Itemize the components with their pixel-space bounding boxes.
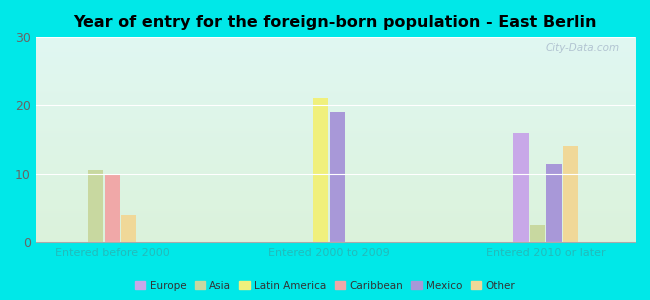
Bar: [121, 215, 136, 242]
Legend: Europe, Asia, Latin America, Caribbean, Mexico, Other: Europe, Asia, Latin America, Caribbean, …: [131, 277, 519, 295]
Bar: [530, 225, 545, 242]
Title: Year of entry for the foreign-born population - East Berlin: Year of entry for the foreign-born popul…: [73, 15, 597, 30]
Bar: [88, 170, 103, 242]
Bar: [105, 174, 120, 242]
Bar: [563, 146, 578, 242]
Bar: [313, 98, 328, 242]
Bar: [330, 112, 345, 242]
Bar: [547, 164, 562, 242]
Bar: [514, 133, 528, 242]
Text: City-Data.com: City-Data.com: [546, 43, 620, 53]
